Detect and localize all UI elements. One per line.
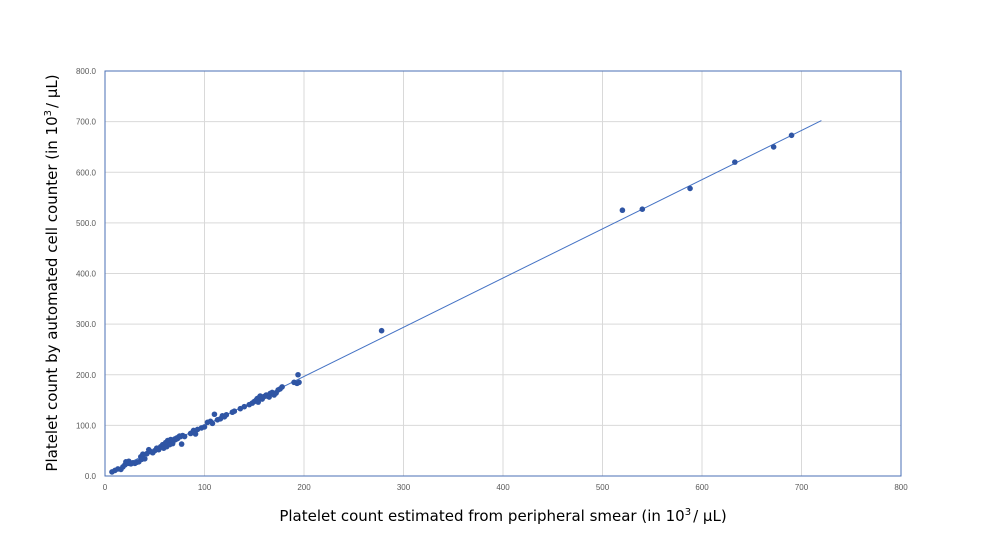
data-point [178, 441, 185, 447]
data-point [201, 424, 208, 430]
data-point [770, 144, 777, 150]
x-tick-label: 0 [103, 483, 108, 492]
x-tick-label: 100 [198, 483, 212, 492]
y-axis-title: Platelet count by automated cell counter… [43, 74, 61, 471]
data-point [142, 455, 148, 462]
x-tick-label: 400 [496, 483, 510, 492]
x-tick-label: 500 [596, 483, 610, 492]
y-tick-label: 700.0 [76, 118, 97, 127]
x-tick-label: 800 [894, 483, 908, 492]
y-tick-label: 300.0 [76, 320, 97, 329]
x-axis-title: Platelet count estimated from peripheral… [279, 507, 726, 525]
data-point [639, 206, 646, 213]
data-point [181, 433, 188, 440]
y-tick-label: 400.0 [76, 270, 97, 279]
data-points [109, 132, 795, 475]
y-tick-label: 100.0 [76, 421, 97, 430]
data-point [209, 420, 216, 427]
data-point [211, 411, 218, 418]
x-tick-label: 600 [695, 483, 709, 492]
y-tick-label: 600.0 [76, 168, 97, 177]
data-point [378, 327, 385, 334]
x-tick-labels: 0 100 200 300 400 500 600 700 800 [103, 483, 908, 492]
x-tick-label: 300 [397, 483, 411, 492]
data-point [732, 159, 738, 165]
data-point [295, 371, 301, 378]
plot-area-frame [104, 70, 902, 477]
x-tick-label: 700 [795, 483, 809, 492]
gridlines [105, 71, 901, 476]
data-point [241, 403, 248, 410]
data-point [231, 408, 238, 415]
data-point [255, 399, 262, 405]
data-point [687, 185, 693, 192]
data-point [223, 411, 230, 418]
data-point [192, 431, 199, 437]
data-point [619, 207, 626, 214]
y-tick-label: 0.0 [85, 472, 97, 481]
data-point [296, 379, 302, 386]
x-tick-label: 200 [297, 483, 311, 492]
y-tick-labels: 0.0 100.0 200.0 300.0 400.0 500.0 600.0 700.0 80… [76, 67, 97, 481]
data-point [788, 132, 795, 139]
y-tick-label: 800.0 [76, 67, 97, 76]
y-tick-label: 200.0 [76, 371, 97, 380]
y-tick-label: 500.0 [76, 219, 97, 228]
data-point [279, 384, 285, 390]
